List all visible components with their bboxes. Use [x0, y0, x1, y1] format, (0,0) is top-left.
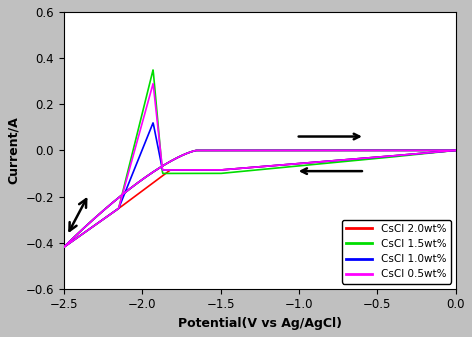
- X-axis label: Potential(V vs Ag/AgCl): Potential(V vs Ag/AgCl): [178, 317, 342, 330]
- Y-axis label: Current/A: Current/A: [7, 117, 20, 184]
- Legend: CsCl 2.0wt%, CsCl 1.5wt%, CsCl 1.0wt%, CsCl 0.5wt%: CsCl 2.0wt%, CsCl 1.5wt%, CsCl 1.0wt%, C…: [342, 220, 451, 283]
